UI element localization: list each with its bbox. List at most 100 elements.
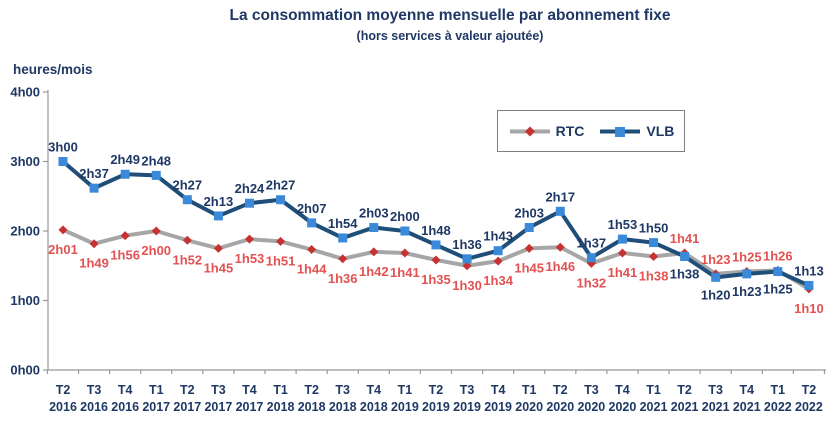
rtc-data-label: 1h10 [794, 301, 824, 316]
vlb-marker [244, 198, 254, 208]
vlb-data-label: 2h07 [297, 201, 327, 216]
x-tick-year: 2017 [173, 400, 201, 414]
vlb-marker [338, 233, 348, 243]
rtc-data-label: 1h41 [390, 265, 420, 280]
vlb-data-label: 3h00 [48, 140, 78, 155]
rtc-marker [120, 231, 130, 241]
x-tick-year: 2016 [111, 400, 139, 414]
vlb-marker [151, 170, 161, 180]
x-tick-year: 2021 [671, 400, 699, 414]
x-tick-year: 2018 [298, 400, 326, 414]
vlb-data-label: 1h43 [483, 229, 513, 244]
vlb-data-label: 2h03 [514, 206, 544, 221]
y-tick-label: 4h00 [10, 85, 40, 100]
rtc-data-label: 1h38 [639, 268, 669, 283]
x-tick-year: 2021 [733, 400, 761, 414]
vlb-data-label: 2h27 [266, 178, 296, 193]
x-tick-year: 2020 [515, 400, 543, 414]
vlb-data-label: 2h24 [235, 181, 265, 196]
vlb-data-label: 2h17 [545, 189, 575, 204]
vlb-marker [369, 223, 379, 233]
rtc-marker [89, 239, 99, 249]
rtc-line-sample-icon [509, 126, 550, 136]
vlb-marker [400, 226, 410, 236]
rtc-data-label: 1h23 [701, 252, 731, 267]
rtc-data-label: 1h46 [545, 259, 575, 274]
x-tick-quarter: T3 [460, 383, 475, 397]
chart-title: La consommation moyenne mensuelle par ab… [229, 7, 671, 24]
vlb-marker [555, 206, 565, 216]
x-tick-year: 2018 [267, 400, 295, 414]
y-tick-label: 1h00 [10, 293, 40, 308]
x-tick-quarter: T3 [708, 383, 723, 397]
rtc-data-label: 1h41 [670, 231, 700, 246]
x-tick-year: 2022 [764, 400, 792, 414]
x-tick-quarter: T4 [242, 383, 257, 397]
rtc-marker [617, 248, 627, 258]
rtc-data-label: 1h56 [110, 248, 140, 263]
vlb-data-label: 1h50 [639, 221, 669, 236]
rtc-marker [524, 243, 534, 253]
rtc-data-label: 1h51 [266, 253, 296, 268]
vlb-data-label: 2h27 [172, 178, 202, 193]
vlb-data-label: 2h00 [390, 209, 420, 224]
y-tick-label: 3h00 [10, 154, 40, 169]
vlb-data-label: 2h49 [110, 152, 140, 167]
rtc-data-label: 1h53 [235, 251, 265, 266]
rtc-data-label: 2h00 [141, 243, 171, 258]
y-tick-label: 0h00 [10, 363, 40, 378]
rtc-marker [213, 243, 223, 253]
x-tick-quarter: T2 [802, 383, 817, 397]
legend-entry-vlb: VLB [598, 123, 674, 139]
x-tick-quarter: T3 [87, 383, 102, 397]
chart-legend: RTC VLB [497, 110, 685, 152]
x-tick-year: 2018 [329, 400, 357, 414]
rtc-data-label: 1h34 [483, 273, 513, 288]
rtc-data-label: 1h30 [452, 278, 482, 293]
vlb-marker [89, 183, 99, 193]
rtc-marker [369, 247, 379, 257]
vlb-marker [276, 195, 286, 205]
x-tick-year: 2021 [640, 400, 668, 414]
vlb-data-label: 2h48 [141, 153, 171, 168]
vlb-line-sample-icon [600, 126, 641, 137]
vlb-data-label: 1h54 [328, 216, 358, 231]
vlb-data-label: 1h53 [608, 217, 638, 232]
vlb-marker [586, 253, 596, 263]
rtc-data-label: 1h45 [514, 260, 544, 275]
rtc-marker [182, 235, 192, 245]
y-tick-label: 2h00 [10, 224, 40, 239]
x-tick-quarter: T3 [211, 383, 226, 397]
vlb-marker [431, 240, 441, 250]
x-tick-year: 2022 [795, 400, 823, 414]
rtc-marker [338, 254, 348, 264]
rtc-marker [493, 256, 503, 266]
vlb-marker [680, 251, 690, 261]
vlb-marker [462, 254, 472, 264]
vlb-marker [524, 223, 534, 233]
x-tick-quarter: T4 [491, 383, 506, 397]
vlb-data-label: 2h37 [79, 166, 109, 181]
vlb-data-label: 2h03 [359, 206, 389, 221]
vlb-marker [711, 272, 721, 282]
x-tick-year: 2018 [360, 400, 388, 414]
vlb-marker [58, 157, 68, 166]
vlb-marker [493, 246, 503, 256]
rtc-data-label: 1h26 [763, 248, 793, 263]
vlb-data-label: 1h37 [577, 236, 607, 251]
y-axis-unit-label: heures/mois [13, 62, 93, 77]
x-tick-quarter: T1 [646, 383, 661, 397]
rtc-marker [649, 251, 659, 261]
rtc-data-label: 1h52 [172, 252, 202, 267]
rtc-data-label: 1h41 [608, 265, 638, 280]
x-tick-year: 2019 [391, 400, 419, 414]
x-tick-year: 2019 [453, 400, 481, 414]
x-tick-year: 2020 [546, 400, 574, 414]
x-tick-year: 2017 [204, 400, 232, 414]
rtc-data-label: 2h01 [48, 242, 78, 257]
x-tick-quarter: T3 [335, 383, 350, 397]
x-tick-year: 2019 [484, 400, 512, 414]
vlb-data-label: 1h48 [421, 223, 451, 238]
rtc-marker [307, 245, 317, 255]
